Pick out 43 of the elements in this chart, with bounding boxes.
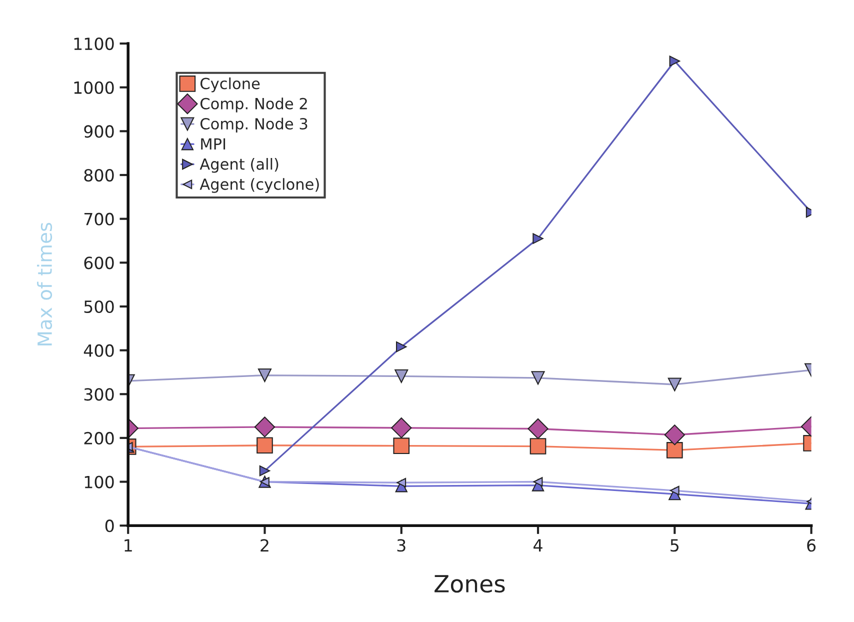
point <box>666 442 683 458</box>
y-tick-label: 1100 <box>74 38 114 50</box>
y-axis-title: Max of times <box>37 222 52 346</box>
point <box>528 418 548 440</box>
point <box>533 477 543 486</box>
y-tick-label: 600 <box>84 256 114 270</box>
legend-label: Agent (cyclone) <box>200 178 319 193</box>
legend-label: Agent (all) <box>200 158 278 173</box>
y-tick-label: 900 <box>84 125 114 138</box>
x-tick-label: 5 <box>670 539 679 552</box>
x-tick-label: 3 <box>397 539 406 552</box>
x-tick-label: 6 <box>807 539 816 552</box>
point <box>668 378 682 392</box>
point <box>530 438 546 454</box>
point <box>664 424 685 446</box>
point <box>396 341 407 352</box>
y-tick-label: 100 <box>84 476 114 488</box>
y-tick-label: 700 <box>84 212 114 226</box>
point <box>393 438 410 454</box>
legend-label: Cyclone <box>200 77 260 92</box>
y-tick-label: 0 <box>105 520 114 532</box>
y-tick-label: 400 <box>84 344 114 357</box>
point <box>394 369 408 383</box>
point <box>532 233 544 244</box>
x-tick-label: 4 <box>534 539 542 552</box>
legend-label: MPI <box>201 138 226 150</box>
y-tick-label: 500 <box>84 300 114 314</box>
point <box>254 416 276 438</box>
y-tick-label: 800 <box>84 168 114 182</box>
point <box>669 56 680 66</box>
x-tick-label: 1 <box>124 539 132 552</box>
legend-label: Comp. Node 3 <box>200 118 308 133</box>
x-axis-title: Zones <box>434 575 505 593</box>
y-tick-label: 1000 <box>74 81 114 94</box>
point <box>256 437 273 454</box>
point <box>259 465 270 476</box>
point <box>531 371 545 385</box>
y-tick-label: 300 <box>84 388 114 401</box>
x-tick-label: 2 <box>260 539 268 552</box>
y-tick-label: 200 <box>84 432 114 445</box>
point <box>391 418 412 438</box>
point <box>258 368 272 382</box>
legend-label: Comp. Node 2 <box>200 98 307 112</box>
